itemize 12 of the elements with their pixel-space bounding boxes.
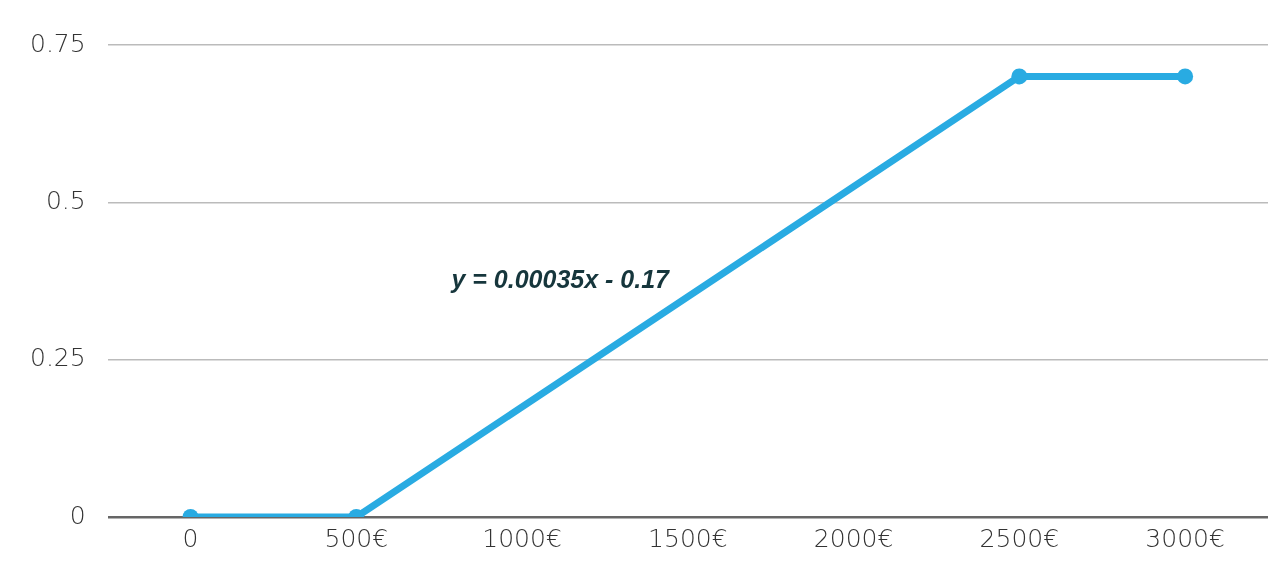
x-tick-label: 1000€ <box>482 523 562 553</box>
y-tick-label: 0.5 <box>45 185 86 215</box>
x-tick-label: 0 <box>182 523 199 553</box>
x-tick-label: 2000€ <box>813 523 894 553</box>
y-tick-label: 0 <box>69 500 86 530</box>
annotation: y = 0.00035x - 0.17 <box>449 264 671 293</box>
y-tick-label: 0.75 <box>29 28 86 58</box>
x-tick-label: 3000€ <box>1145 523 1225 553</box>
x-tick-label: 500€ <box>324 523 389 553</box>
y-tick-label: 0.25 <box>29 343 86 373</box>
x-tick-label: 1500€ <box>648 523 728 553</box>
x-tick-label: 2500€ <box>979 523 1060 553</box>
